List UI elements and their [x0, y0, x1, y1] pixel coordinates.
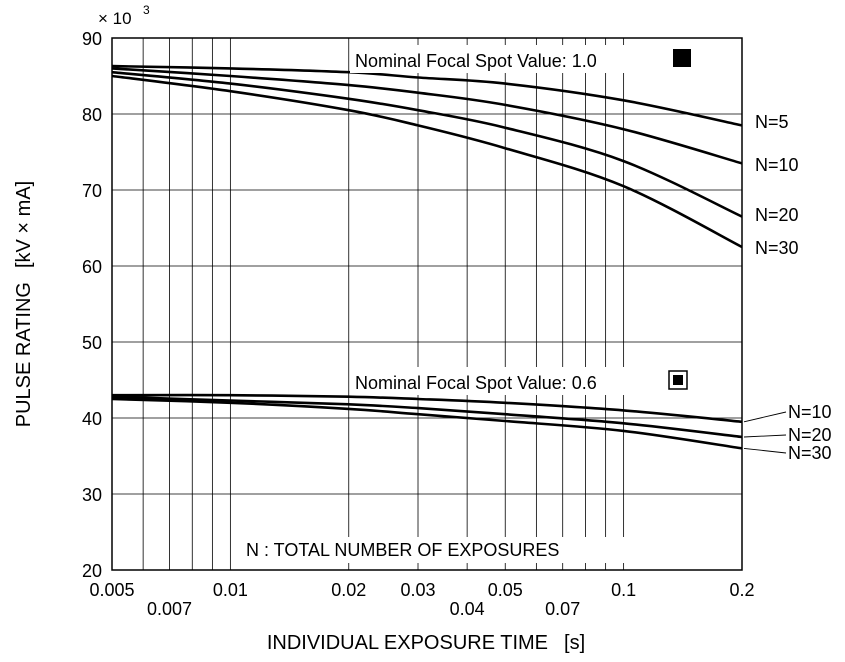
series-label: N=20	[788, 425, 832, 445]
series-line	[111, 67, 743, 165]
x-tick-label: 0.01	[213, 580, 248, 600]
y-multiplier-exponent: 3	[143, 3, 150, 17]
y-multiplier: × 10 3	[98, 3, 150, 28]
series-label: N=30	[788, 443, 832, 463]
series-label: N=20	[755, 205, 799, 225]
series-line	[111, 397, 743, 450]
leader-line	[743, 447, 787, 454]
x-tick-label: 0.03	[400, 580, 435, 600]
grid-lines	[112, 38, 742, 570]
x-tick-label: 0.05	[488, 580, 523, 600]
y-tick-label: 60	[82, 257, 102, 277]
y-tick-label: 30	[82, 485, 102, 505]
x-tick-label: 0.02	[331, 580, 366, 600]
y-tick-label: 20	[82, 561, 102, 581]
series-line	[111, 393, 743, 424]
series-line	[111, 70, 743, 218]
note-box: N : TOTAL NUMBER OF EXPOSURES	[240, 537, 652, 563]
x-tick-label: 0.07	[545, 599, 580, 619]
group-2-legend: Nominal Focal Spot Value: 0.6	[350, 367, 695, 395]
y-axis-title: PULSE RATING[kV × mA]	[13, 181, 35, 427]
series-label: N=5	[755, 112, 789, 132]
y-axis-label: PULSE RATING[kV × mA]	[13, 181, 35, 427]
chart-note: N : TOTAL NUMBER OF EXPOSURES	[246, 540, 559, 560]
x-tick-label: 0.1	[611, 580, 636, 600]
curves	[111, 64, 743, 450]
x-axis-label: INDIVIDUAL EXPOSURE TIME [s]	[267, 632, 585, 654]
y-tick-label: 90	[82, 29, 102, 49]
x-tick-label: 0.04	[450, 599, 485, 619]
group-2-title: Nominal Focal Spot Value: 0.6	[355, 373, 597, 393]
series-label: N=10	[755, 155, 799, 175]
y-tick-label: 40	[82, 409, 102, 429]
series-label: N=10	[788, 402, 832, 422]
y-tick-label: 50	[82, 333, 102, 353]
y-tick-label: 70	[82, 181, 102, 201]
x-axis-title: INDIVIDUAL EXPOSURE TIME [s]	[267, 632, 585, 654]
tick-labels: 20 30 40 50 60 70 80 90 0.005 0.01 0.02 0.03 0.05 0.1…	[82, 29, 832, 619]
leader-line	[743, 434, 787, 438]
series-line	[111, 74, 743, 249]
leader-line	[743, 411, 787, 423]
group-1-legend: Nominal Focal Spot Value: 1.0	[350, 45, 700, 73]
plot-frame	[111, 37, 743, 571]
x-tick-label: 0.2	[729, 580, 754, 600]
y-multiplier-label: × 10	[98, 9, 132, 28]
group-1-title: Nominal Focal Spot Value: 1.0	[355, 51, 597, 71]
y-tick-label: 80	[82, 105, 102, 125]
filled-square-icon	[673, 49, 691, 67]
x-tick-label: 0.005	[89, 580, 134, 600]
series-line	[111, 395, 743, 439]
x-tick-label: 0.007	[147, 599, 192, 619]
series-label: N=30	[755, 238, 799, 258]
series-line	[111, 64, 743, 127]
